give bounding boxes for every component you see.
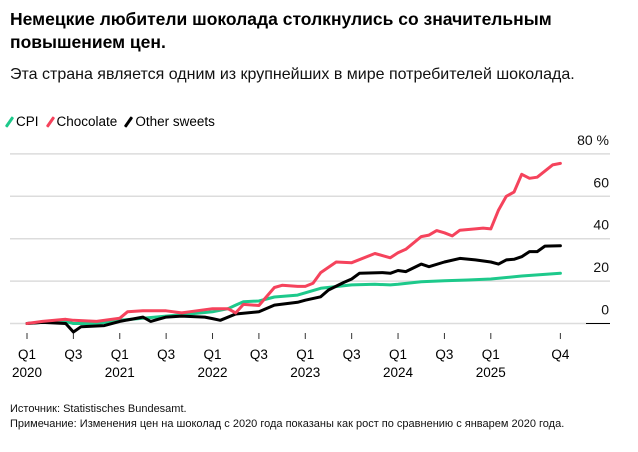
y-tick-label: 40: [593, 217, 609, 233]
chart-title: Немецкие любители шоколада столкнулись с…: [10, 9, 552, 52]
x-tick-label: Q3: [435, 347, 453, 362]
footnote: Примечание: Изменения цен на шоколад с 2…: [10, 418, 565, 430]
series-line-cpi: [25, 271, 562, 325]
x-tick-year-label: 2024: [383, 365, 414, 380]
legend-swatch-cpi: [4, 115, 15, 128]
legend-label-cpi: CPI: [16, 114, 39, 129]
x-tick-year-label: 2021: [105, 365, 135, 380]
legend-swatch-chocolate: [45, 115, 55, 128]
legend-swatch-other-sweets: [124, 115, 134, 128]
chart-subtitle: Эта страна является одним из крупнейших …: [10, 66, 575, 83]
x-tick-label: Q3: [64, 347, 82, 362]
x-tick-label: Q1: [296, 347, 314, 362]
series-line-chocolate: [25, 161, 562, 325]
legend-item-cpi: CPI: [4, 114, 39, 129]
y-tick-label: 0: [601, 302, 609, 318]
x-tick-label: Q3: [157, 347, 175, 362]
x-tick-year-label: 2020: [12, 365, 42, 380]
x-tick-label: Q1: [482, 347, 500, 362]
x-tick-label: Q3: [250, 347, 268, 362]
legend-label-other-sweets: Other sweets: [135, 114, 215, 129]
legend-item-chocolate: Chocolate: [45, 114, 118, 129]
legend-item-other-sweets: Other sweets: [124, 114, 215, 129]
x-tick-label: Q1: [111, 347, 129, 362]
legend-label-chocolate: Chocolate: [56, 114, 118, 129]
y-tick-label: 60: [593, 174, 609, 190]
source-note: Источник: Statistisches Bundesamt.: [10, 403, 187, 415]
x-tick-label: Q3: [343, 347, 361, 362]
x-tick-label: Q1: [389, 347, 407, 362]
x-tick-year-label: 2025: [476, 365, 506, 380]
line-chart: 0 20 40 60 80 % Q1 2020 Q3 Q1 2021 Q3 Q1 2022 Q3 Q1 202…: [10, 132, 610, 380]
x-tick-label: Q4: [551, 347, 570, 362]
legend: CPI Chocolate Other sweets: [4, 114, 215, 129]
x-tick-year-label: 2023: [290, 365, 320, 380]
x-tick-label: Q1: [204, 347, 222, 362]
x-tick-year-label: 2022: [197, 365, 227, 380]
x-tick-label: Q1: [18, 347, 36, 362]
y-tick-label: 80 %: [577, 132, 609, 148]
series-line-other-sweets: [25, 244, 562, 334]
y-tick-label: 20: [593, 259, 609, 275]
